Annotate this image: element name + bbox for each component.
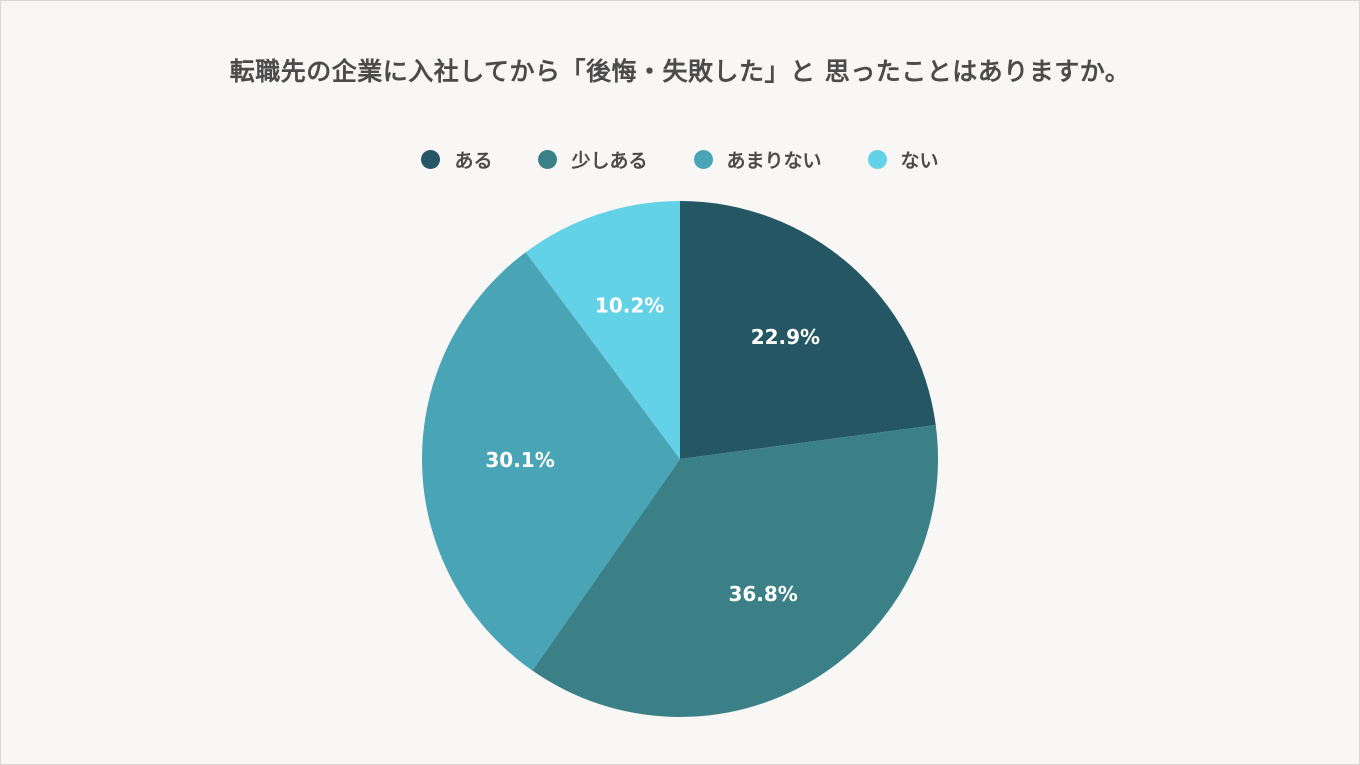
legend-item-nai: ない	[867, 146, 939, 173]
legend-label-amari-nai: あまりない	[726, 150, 822, 172]
legend-dot-aru	[421, 150, 441, 169]
legend-label-sukoshi-aru: 少しある	[571, 150, 648, 172]
pie-slice-sukoshi-aru	[532, 425, 938, 717]
pie-slice-aru	[680, 201, 936, 459]
legend-dot-amari-nai	[693, 150, 713, 169]
legend-item-amari-nai: あまりない	[693, 146, 822, 173]
pie-slices	[422, 201, 938, 717]
pie-slice-label-amari-nai: 30.1%	[485, 448, 554, 472]
pie-slice-label-nai: 10.2%	[595, 294, 664, 318]
pie-slice-label-sukoshi-aru: 36.8%	[728, 582, 797, 606]
legend-label-nai: ない	[900, 150, 939, 172]
pie-slice-amari-nai	[422, 252, 680, 671]
pie-slice-labels: 22.9% 36.8% 30.1% 10.2%	[485, 294, 820, 606]
chart-legend: ある 少しある あまりない ない	[0, 146, 1360, 173]
legend-item-aru: ある	[421, 146, 492, 173]
pie-slice-nai	[525, 201, 680, 459]
pie-slice-label-aru: 22.9%	[751, 325, 820, 349]
legend-item-sukoshi-aru: 少しある	[538, 146, 648, 173]
legend-dot-nai	[867, 150, 887, 169]
legend-dot-sukoshi-aru	[538, 150, 558, 169]
legend-label-aru: ある	[454, 150, 493, 172]
chart-title: 転職先の企業に入社してから「後悔・失敗した」と 思ったことはありますか。	[229, 57, 1131, 86]
